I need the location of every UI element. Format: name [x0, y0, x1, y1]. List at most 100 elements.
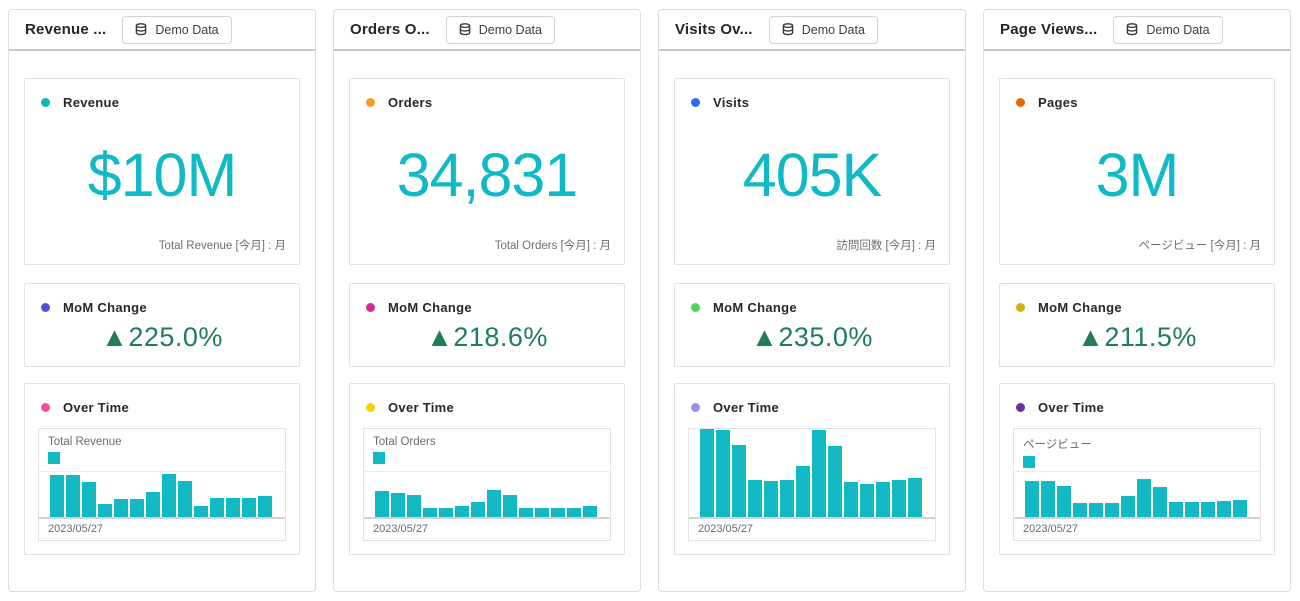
- panel-title: Orders O...: [350, 21, 430, 38]
- chart-bar: [407, 494, 421, 517]
- panel-title: Page Views...: [1000, 21, 1098, 38]
- panel-title: Revenue ...: [25, 21, 107, 38]
- panel-page-views: Page Views... Demo Data Pages 3M ページビュー …: [983, 9, 1291, 592]
- chart-bar: [1185, 502, 1199, 517]
- chart-bar: [860, 483, 874, 517]
- chart-bar: [1217, 501, 1231, 517]
- kpi-box: Orders 34,831 Total Orders [今月] : 月: [349, 78, 625, 265]
- mom-change-box: MoM Change ▲225.0%: [24, 283, 300, 367]
- chart-bar: [114, 499, 128, 517]
- kpi-value: 3M: [1095, 140, 1180, 209]
- kpi-label: Pages: [1038, 95, 1078, 110]
- chart-bar: [162, 473, 176, 517]
- demo-data-button[interactable]: Demo Data: [768, 15, 878, 44]
- series-dot: [41, 303, 50, 312]
- panel-title: Visits Ov...: [675, 21, 753, 38]
- chart-bar: [828, 445, 842, 517]
- panel-header: Revenue ... Demo Data: [9, 10, 315, 51]
- chart-bar: [1073, 503, 1087, 517]
- over-time-box: Over Time ページビュー 2023/05/27: [999, 383, 1275, 555]
- chart-bar: [1153, 486, 1167, 517]
- bar-chart: 2023/05/27: [688, 428, 936, 541]
- database-icon: [782, 23, 794, 36]
- over-time-box: Over Time Total Orders 2023/05/27: [349, 383, 625, 555]
- mom-change-value: ▲211.5%: [1077, 322, 1197, 352]
- chart-bar: [1025, 480, 1039, 517]
- chart-plot: [364, 472, 610, 519]
- bar-chart: Total Revenue 2023/05/27: [38, 428, 286, 541]
- chart-bar: [732, 444, 746, 517]
- chart-bar: [130, 499, 144, 517]
- chart-bar: [194, 505, 208, 517]
- chart-bar: [764, 480, 778, 517]
- series-dot: [1016, 98, 1025, 107]
- chart-bar: [1233, 500, 1247, 517]
- chart-bar: [567, 507, 581, 517]
- kpi-label: Revenue: [63, 95, 120, 110]
- kpi-box: Revenue $10M Total Revenue [今月] : 月: [24, 78, 300, 265]
- mom-change-box: MoM Change ▲235.0%: [674, 283, 950, 367]
- mom-change-box: MoM Change ▲211.5%: [999, 283, 1275, 367]
- mom-change-label: MoM Change: [63, 300, 147, 315]
- demo-data-button[interactable]: Demo Data: [1113, 15, 1223, 44]
- chart-bar: [519, 507, 533, 517]
- database-icon: [459, 23, 471, 36]
- chart-legend: Total Revenue: [39, 429, 285, 472]
- bar-chart: Total Orders 2023/05/27: [363, 428, 611, 541]
- series-dot: [366, 303, 375, 312]
- legend-label: Total Revenue: [48, 436, 122, 448]
- chart-bar: [748, 480, 762, 517]
- mom-change-label: MoM Change: [1038, 300, 1122, 315]
- chart-bar: [503, 495, 517, 517]
- kpi-caption: Total Revenue [今月] : 月: [158, 240, 286, 252]
- chart-bar: [82, 481, 96, 517]
- chart-bar: [796, 465, 810, 517]
- chart-bar: [487, 490, 501, 517]
- kpi-label: Orders: [388, 95, 433, 110]
- chart-bar: [551, 507, 565, 517]
- kpi-box: Visits 405K 訪問回数 [今月] : 月: [674, 78, 950, 265]
- chart-bar: [1105, 503, 1119, 517]
- chart-bar: [1121, 496, 1135, 517]
- demo-data-label: Demo Data: [1146, 22, 1210, 37]
- over-time-box: Over Time Total Revenue 2023/05/27: [24, 383, 300, 555]
- chart-bar: [1089, 503, 1103, 517]
- chart-bar: [892, 480, 906, 517]
- chart-x-axis-label: 2023/05/27: [1023, 523, 1079, 535]
- demo-data-label: Demo Data: [478, 22, 542, 37]
- legend-swatch: [373, 452, 385, 464]
- demo-data-button[interactable]: Demo Data: [122, 15, 232, 44]
- series-dot: [1016, 303, 1025, 312]
- chart-bar: [423, 507, 437, 517]
- chart-bar: [844, 481, 858, 517]
- chart-bar: [455, 505, 469, 517]
- mom-change-label: MoM Change: [388, 300, 472, 315]
- chart-bar: [780, 480, 794, 517]
- over-time-label: Over Time: [63, 400, 130, 415]
- panel-body: Pages 3M ページビュー [今月] : 月 MoM Change ▲211…: [984, 51, 1290, 555]
- chart-bar: [471, 502, 485, 517]
- chart-bar: [242, 498, 256, 517]
- chart-bar: [210, 498, 224, 517]
- bar-chart: ページビュー 2023/05/27: [1013, 428, 1261, 541]
- panel-body: Orders 34,831 Total Orders [今月] : 月 MoM …: [334, 51, 640, 555]
- chart-bar: [1201, 502, 1215, 517]
- panel-header: Orders O... Demo Data: [334, 10, 640, 51]
- chart-x-axis-label: 2023/05/27: [373, 523, 429, 535]
- demo-data-label: Demo Data: [155, 22, 219, 37]
- kpi-caption: ページビュー [今月] : 月: [1138, 240, 1261, 252]
- chart-bar: [375, 490, 389, 517]
- panel-body: Revenue $10M Total Revenue [今月] : 月 MoM …: [9, 51, 315, 555]
- chart-bar: [535, 507, 549, 517]
- over-time-label: Over Time: [713, 400, 780, 415]
- demo-data-button[interactable]: Demo Data: [445, 15, 555, 44]
- database-icon: [1126, 23, 1138, 36]
- panel-header: Visits Ov... Demo Data: [659, 10, 965, 51]
- series-dot: [691, 303, 700, 312]
- chart-bar: [1169, 502, 1183, 517]
- chart-x-axis-label: 2023/05/27: [48, 523, 104, 535]
- series-dot: [41, 98, 50, 107]
- panel-header: Page Views... Demo Data: [984, 10, 1290, 51]
- mom-change-value: ▲225.0%: [101, 322, 223, 352]
